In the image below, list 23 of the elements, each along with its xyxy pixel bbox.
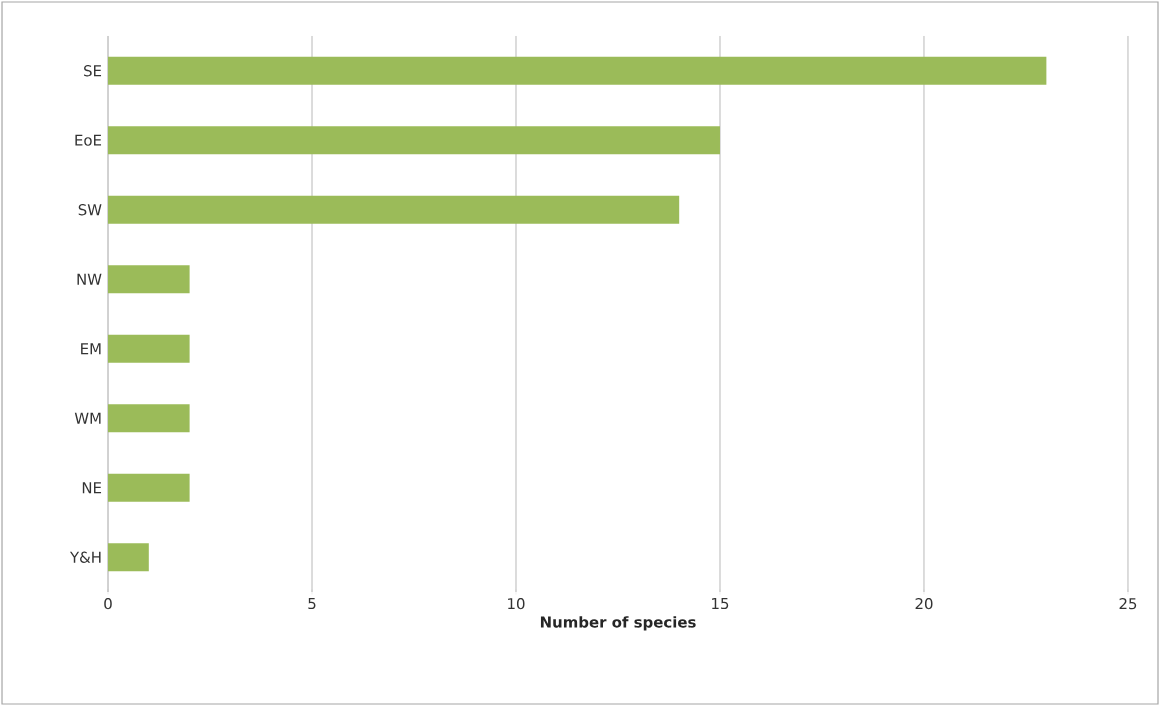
bar	[108, 195, 680, 224]
x-axis-title: Number of species	[540, 616, 696, 631]
bar	[108, 543, 149, 572]
bar	[108, 404, 190, 433]
bar	[108, 473, 190, 502]
x-tick-label: 10	[508, 598, 525, 610]
x-tick-label: 0	[104, 598, 112, 610]
x-tick-label: 5	[308, 598, 316, 610]
y-tick-label: EM	[81, 343, 101, 355]
y-tick-label: SE	[84, 65, 102, 77]
y-tick-label: NE	[82, 482, 102, 494]
y-tick-label: NW	[77, 273, 102, 285]
bar	[108, 265, 190, 294]
x-tick-label: 25	[1119, 598, 1137, 610]
y-tick-label: WM	[74, 412, 101, 424]
bar	[108, 126, 720, 155]
y-tick-label: SW	[78, 204, 102, 216]
y-tick-label: Y&H	[69, 551, 101, 563]
bar	[108, 334, 190, 363]
y-tick-label: EoE	[75, 134, 102, 146]
bar	[108, 56, 1047, 85]
x-tick-label: 15	[712, 598, 729, 610]
x-tick-label: 20	[915, 598, 933, 610]
